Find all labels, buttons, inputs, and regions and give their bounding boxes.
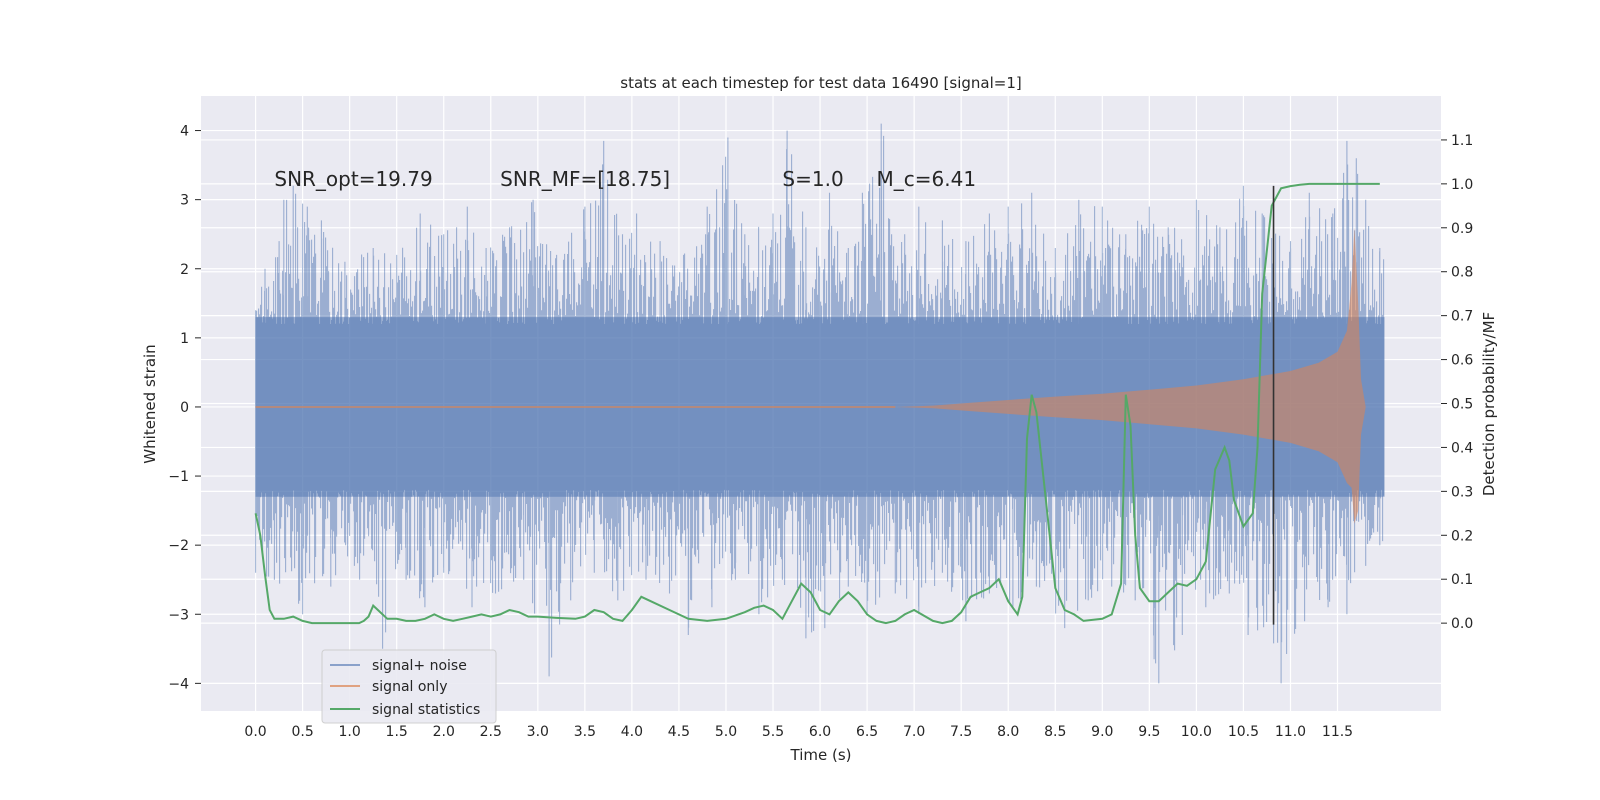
x-tick-label: 8.5: [1044, 724, 1066, 740]
y-right-tick-label: 1.0: [1451, 177, 1473, 193]
y-tick-label: −1: [168, 469, 189, 485]
legend-label-signal-statistics: signal statistics: [372, 702, 480, 718]
series-signal-only: [255, 227, 1385, 524]
y-right-tick-label: 0.9: [1451, 221, 1473, 237]
y-right-tick-label: 0.8: [1451, 265, 1473, 281]
signal-envelope: [895, 227, 1385, 524]
x-tick-label: 1.0: [339, 724, 361, 740]
y-right-tick-label: 0.5: [1451, 397, 1473, 413]
y-right-tick-label: 0.1: [1451, 572, 1473, 588]
x-tick-label: 10.0: [1181, 724, 1212, 740]
x-tick-label: 5.5: [762, 724, 784, 740]
annotation-text: S=1.0: [782, 167, 843, 191]
y-axis-right-ticks: 0.0 0.1 0.2 0.3 0.4 0.5 0.6 0.7 0.8 0.9 1.0 1.1: [1441, 133, 1473, 632]
x-tick-label: 6.0: [809, 724, 831, 740]
chart-title: stats at each timestep for test data 164…: [620, 74, 1021, 92]
y-right-tick-label: 0.4: [1451, 440, 1473, 456]
y-axis-ticks: −4 −3 −2 −1 0 1 2 3 4: [168, 124, 201, 692]
y-tick-label: 3: [180, 193, 189, 209]
y-right-tick-label: 0.0: [1451, 616, 1473, 632]
y-tick-label: 2: [180, 262, 189, 278]
annotation-text: M_c=6.41: [877, 167, 977, 191]
y-tick-label: 4: [180, 124, 189, 140]
x-tick-label: 0.5: [291, 724, 313, 740]
x-tick-label: 6.5: [856, 724, 878, 740]
legend-label-signal-plus-noise: signal+ noise: [372, 658, 467, 674]
x-tick-label: 9.5: [1138, 724, 1160, 740]
x-tick-label: 10.5: [1228, 724, 1259, 740]
y-axis-label: Whitened strain: [141, 344, 159, 463]
y-axis-right-label: Detection probability/MF: [1480, 312, 1498, 496]
annotation-text: SNR_MF=[18.75]: [500, 167, 670, 191]
legend: signal+ noise signal only signal statist…: [321, 649, 497, 724]
statistics-line: [254, 182, 1380, 625]
y-right-tick-label: 0.2: [1451, 528, 1473, 544]
x-tick-label: 11.5: [1322, 724, 1353, 740]
y-right-tick-label: 0.6: [1451, 353, 1473, 369]
x-tick-label: 7.0: [903, 724, 925, 740]
x-tick-label: 4.5: [668, 724, 690, 740]
series-signal-statistics: [254, 182, 1380, 625]
x-tick-label: 8.0: [997, 724, 1019, 740]
y-tick-label: −4: [168, 676, 189, 692]
x-tick-label: 5.0: [715, 724, 737, 740]
y-tick-label: −2: [168, 538, 189, 554]
y-right-tick-label: 0.3: [1451, 484, 1473, 500]
x-tick-label: 3.0: [527, 724, 549, 740]
legend-box: [321, 649, 497, 724]
x-tick-label: 7.5: [950, 724, 972, 740]
y-right-tick-label: 1.1: [1451, 133, 1473, 149]
legend-label-signal-only: signal only: [372, 679, 447, 695]
x-axis-ticks: 0.0 0.5 1.0 1.5 2.0 2.5 3.0 3.5 4.0 4.5 5.0 5.5 6.0 6…: [244, 724, 1353, 740]
x-tick-label: 9.0: [1091, 724, 1113, 740]
x-tick-label: 3.5: [574, 724, 596, 740]
annotations: SNR_opt=19.79 SNR_MF=[18.75] S=1.0 M_c=6.41: [274, 167, 976, 191]
y-tick-label: 0: [180, 400, 189, 416]
y-tick-label: 1: [180, 331, 189, 347]
x-tick-label: 0.0: [244, 724, 266, 740]
x-tick-label: 4.0: [621, 724, 643, 740]
annotation-text: SNR_opt=19.79: [274, 167, 432, 191]
x-tick-label: 11.0: [1275, 724, 1306, 740]
x-tick-label: 2.5: [480, 724, 502, 740]
x-tick-label: 2.0: [433, 724, 455, 740]
y-tick-label: −3: [168, 607, 189, 623]
x-tick-label: 1.5: [386, 724, 408, 740]
x-axis-label: Time (s): [790, 746, 852, 764]
y-right-tick-label: 0.7: [1451, 309, 1473, 325]
